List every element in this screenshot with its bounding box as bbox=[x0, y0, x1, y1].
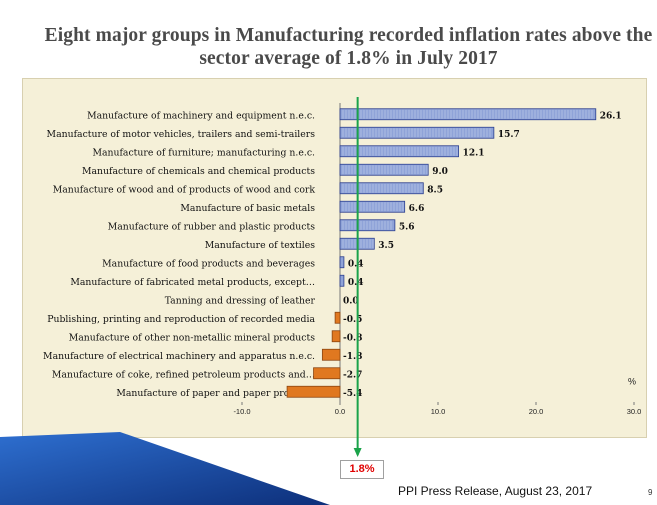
blue-wedge-shape bbox=[0, 432, 330, 505]
bar bbox=[339, 108, 597, 121]
category-label: Manufacture of basic metals bbox=[180, 203, 315, 214]
reference-arrowhead bbox=[353, 448, 362, 457]
data-label: 0.4 bbox=[348, 259, 364, 269]
data-label: 0.0 bbox=[343, 296, 359, 306]
x-tick-label: 10.0 bbox=[431, 407, 446, 416]
data-label: -0.5 bbox=[343, 315, 362, 325]
x-tick-label: 20.0 bbox=[529, 407, 544, 416]
data-label: 15.7 bbox=[498, 130, 520, 140]
data-label: 12.1 bbox=[463, 148, 485, 158]
bar bbox=[334, 311, 341, 324]
data-label: -5.4 bbox=[343, 389, 362, 399]
category-label: Manufacture of food products and beverag… bbox=[102, 258, 315, 269]
bar bbox=[339, 182, 424, 195]
category-label: Publishing, printing and reproduction of… bbox=[47, 314, 315, 325]
data-label: 9.0 bbox=[432, 167, 448, 177]
category-label: Manufacture of electrical machinery and … bbox=[43, 351, 315, 362]
bar bbox=[339, 163, 429, 176]
category-label: Manufacture of wood and of products of w… bbox=[53, 184, 316, 195]
title-line-2: sector average of 1.8% in July 2017 bbox=[199, 48, 498, 69]
category-label: Manufacture of motor vehicles, trailers … bbox=[47, 129, 316, 140]
category-label: Manufacture of machinery and equipment n… bbox=[87, 110, 315, 121]
bar-chart: Manufacture of machinery and equipment n… bbox=[43, 97, 642, 457]
category-label: Manufacture of chemicals and chemical pr… bbox=[82, 166, 315, 177]
data-label: -0.8 bbox=[343, 333, 362, 343]
category-label: Manufacture of textiles bbox=[205, 240, 316, 251]
sector-average-callout: 1.8% bbox=[340, 460, 384, 479]
category-label: Manufacture of other non-metallic minera… bbox=[69, 332, 316, 343]
x-axis-unit-label: % bbox=[628, 377, 636, 387]
bar bbox=[331, 330, 341, 343]
category-label: Manufacture of furniture; manufacturing … bbox=[92, 147, 315, 158]
data-label: -1.8 bbox=[343, 352, 362, 362]
source-note: PPI Press Release, August 23, 2017 bbox=[398, 484, 593, 498]
bar bbox=[339, 126, 495, 139]
bar bbox=[339, 274, 345, 287]
data-label: 26.1 bbox=[600, 111, 622, 121]
bar bbox=[339, 145, 459, 158]
category-label: Manufacture of paper and paper products bbox=[116, 388, 315, 399]
data-label: 8.5 bbox=[427, 185, 443, 195]
slide-title: Eight major groups in Manufacturing reco… bbox=[40, 24, 657, 70]
page-number: 9 bbox=[648, 488, 653, 497]
x-tick-label: 0.0 bbox=[335, 407, 345, 416]
data-label: -2.7 bbox=[343, 370, 362, 380]
category-label: Manufacture of fabricated metal products… bbox=[70, 277, 315, 288]
data-label: 0.4 bbox=[348, 278, 364, 288]
title-line-1: Eight major groups in Manufacturing reco… bbox=[44, 25, 653, 46]
data-label: 5.6 bbox=[399, 222, 415, 232]
bar bbox=[321, 348, 341, 361]
data-label: 6.6 bbox=[409, 204, 425, 214]
bar bbox=[313, 367, 341, 380]
data-label: 3.5 bbox=[378, 241, 394, 251]
chart-panel: Manufacture of machinery and equipment n… bbox=[22, 78, 647, 457]
category-label: Manufacture of rubber and plastic produc… bbox=[108, 221, 316, 232]
bar bbox=[339, 219, 396, 232]
category-label: Tanning and dressing of leather bbox=[165, 295, 316, 306]
category-label: Manufacture of coke, refined petroleum p… bbox=[52, 369, 315, 380]
x-tick-label: 30.0 bbox=[627, 407, 642, 416]
bar bbox=[339, 200, 406, 213]
bar bbox=[339, 256, 345, 269]
bar bbox=[286, 385, 341, 398]
x-tick-label: -10.0 bbox=[233, 407, 250, 416]
